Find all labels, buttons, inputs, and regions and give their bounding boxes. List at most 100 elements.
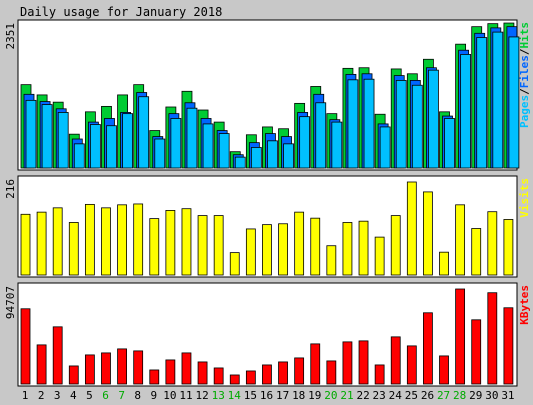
bar-pages-day-25 xyxy=(411,84,423,169)
bar-kbytes-day-30 xyxy=(487,292,498,385)
bar-kbytes-day-7 xyxy=(117,348,127,385)
bar-visits-day-9 xyxy=(149,218,160,276)
bar-pages-day-14 xyxy=(234,156,246,169)
x-tick-label-day-4: 4 xyxy=(70,389,77,402)
bar-visits-day-11 xyxy=(181,208,192,276)
bar-pages-day-8 xyxy=(138,96,150,169)
bar-pages-day-15 xyxy=(250,147,262,169)
x-tick-label-day-23: 23 xyxy=(373,389,386,402)
panel-kbytes: 94707 KBytes xyxy=(4,282,531,387)
bar-kbytes-day-23 xyxy=(374,364,385,385)
bar-kbytes-day-10 xyxy=(165,359,176,385)
bar-visits-day-4 xyxy=(68,222,79,276)
bar-kbytes-day-13 xyxy=(213,367,224,385)
x-tick-label-day-24: 24 xyxy=(389,389,403,402)
bar-visits-day-21 xyxy=(342,222,353,276)
x-tick-label-day-20: 20 xyxy=(324,389,337,402)
legend-entry-separator: / xyxy=(518,88,531,95)
x-tick-label-day-12: 12 xyxy=(195,389,208,402)
bar-kbytes-day-4 xyxy=(68,365,79,385)
bar-kbytes-day-21 xyxy=(342,341,353,385)
bar-visits-day-2 xyxy=(36,211,47,276)
bar-visits-day-6 xyxy=(101,207,111,276)
bar-kbytes-day-6 xyxy=(101,352,111,385)
x-tick-label-day-17: 17 xyxy=(276,389,289,402)
bar-visits-day-17 xyxy=(278,223,288,276)
panel-visits-max-label: 216 xyxy=(4,179,17,199)
x-tick-label-day-1: 1 xyxy=(22,389,29,402)
x-tick-label-day-14: 14 xyxy=(228,389,242,402)
bar-pages-day-19 xyxy=(315,102,327,169)
bar-kbytes-day-8 xyxy=(133,350,144,385)
bar-visits-day-13 xyxy=(213,215,224,276)
bar-pages-day-26 xyxy=(428,69,439,169)
bar-kbytes-day-22 xyxy=(358,340,369,385)
bar-kbytes-day-12 xyxy=(197,361,208,385)
panel-kbytes-legend: KBytes xyxy=(518,285,531,325)
x-tick-label-day-29: 29 xyxy=(469,389,482,402)
bar-visits-day-24 xyxy=(390,215,401,276)
bar-visits-day-14 xyxy=(229,252,240,276)
bar-visits-day-18 xyxy=(294,211,305,276)
bar-pages-day-7 xyxy=(122,113,133,169)
bar-pages-day-2 xyxy=(41,104,53,169)
bar-kbytes-day-18 xyxy=(294,357,305,385)
x-tick-label-day-7: 7 xyxy=(118,389,125,402)
bar-visits-day-20 xyxy=(326,245,337,276)
bar-kbytes-day-29 xyxy=(471,319,482,385)
bar-pages-day-17 xyxy=(283,143,294,169)
bar-kbytes-day-2 xyxy=(36,344,47,385)
x-tick-label-day-2: 2 xyxy=(38,389,45,402)
bar-kbytes-day-31 xyxy=(503,307,514,385)
bar-pages-day-12 xyxy=(202,123,214,169)
bar-pages-day-10 xyxy=(170,118,182,169)
bar-kbytes-day-3 xyxy=(52,326,63,385)
bar-visits-day-16 xyxy=(262,224,272,276)
bar-visits-day-19 xyxy=(310,217,321,276)
bar-kbytes-day-1 xyxy=(20,308,31,385)
bar-visits-day-30 xyxy=(487,211,498,276)
panel-hits-files-pages-legend: Pages/Files/Hits xyxy=(518,22,531,128)
bar-kbytes-day-17 xyxy=(278,361,288,385)
bar-kbytes-day-16 xyxy=(262,364,272,385)
bar-kbytes-day-28 xyxy=(455,288,466,385)
x-tick-label-day-3: 3 xyxy=(54,389,61,402)
bar-visits-day-12 xyxy=(197,215,208,276)
bar-pages-day-3 xyxy=(57,112,69,169)
bar-pages-day-13 xyxy=(218,133,230,169)
x-tick-label-day-31: 31 xyxy=(501,389,514,402)
panel-visits: 216 Visits xyxy=(4,175,531,278)
bar-visits-day-15 xyxy=(245,228,256,276)
bar-visits-day-22 xyxy=(358,220,369,276)
bar-pages-day-18 xyxy=(299,116,311,169)
x-tick-label-day-6: 6 xyxy=(102,389,109,402)
bar-visits-day-1 xyxy=(20,213,31,276)
bar-pages-day-6 xyxy=(106,125,117,169)
bar-visits-day-25 xyxy=(406,181,417,276)
bar-pages-day-4 xyxy=(73,143,85,169)
panel-hits-files-pages-max-label: 2351 xyxy=(4,23,17,50)
bar-pages-day-11 xyxy=(186,107,198,169)
bar-kbytes-day-24 xyxy=(390,336,401,385)
bar-visits-day-28 xyxy=(455,204,466,276)
x-tick-label-day-13: 13 xyxy=(212,389,225,402)
bar-visits-day-23 xyxy=(374,236,385,276)
bar-visits-day-10 xyxy=(165,210,176,276)
bar-pages-day-24 xyxy=(395,80,407,169)
bar-kbytes-day-14 xyxy=(229,374,240,385)
x-tick-label-day-9: 9 xyxy=(151,389,158,402)
bar-pages-day-16 xyxy=(267,140,278,169)
bar-kbytes-day-9 xyxy=(149,369,160,385)
legend-entry-pages: Pages xyxy=(518,95,531,128)
x-tick-label-day-26: 26 xyxy=(421,389,434,402)
bar-visits-day-5 xyxy=(84,203,95,276)
bar-visits-day-26 xyxy=(423,191,433,276)
x-tick-label-day-16: 16 xyxy=(260,389,273,402)
bar-kbytes-day-15 xyxy=(245,370,256,385)
x-tick-label-day-19: 19 xyxy=(308,389,321,402)
bar-kbytes-day-25 xyxy=(406,345,417,385)
bar-visits-day-31 xyxy=(503,219,514,276)
x-tick-label-day-30: 30 xyxy=(485,389,498,402)
